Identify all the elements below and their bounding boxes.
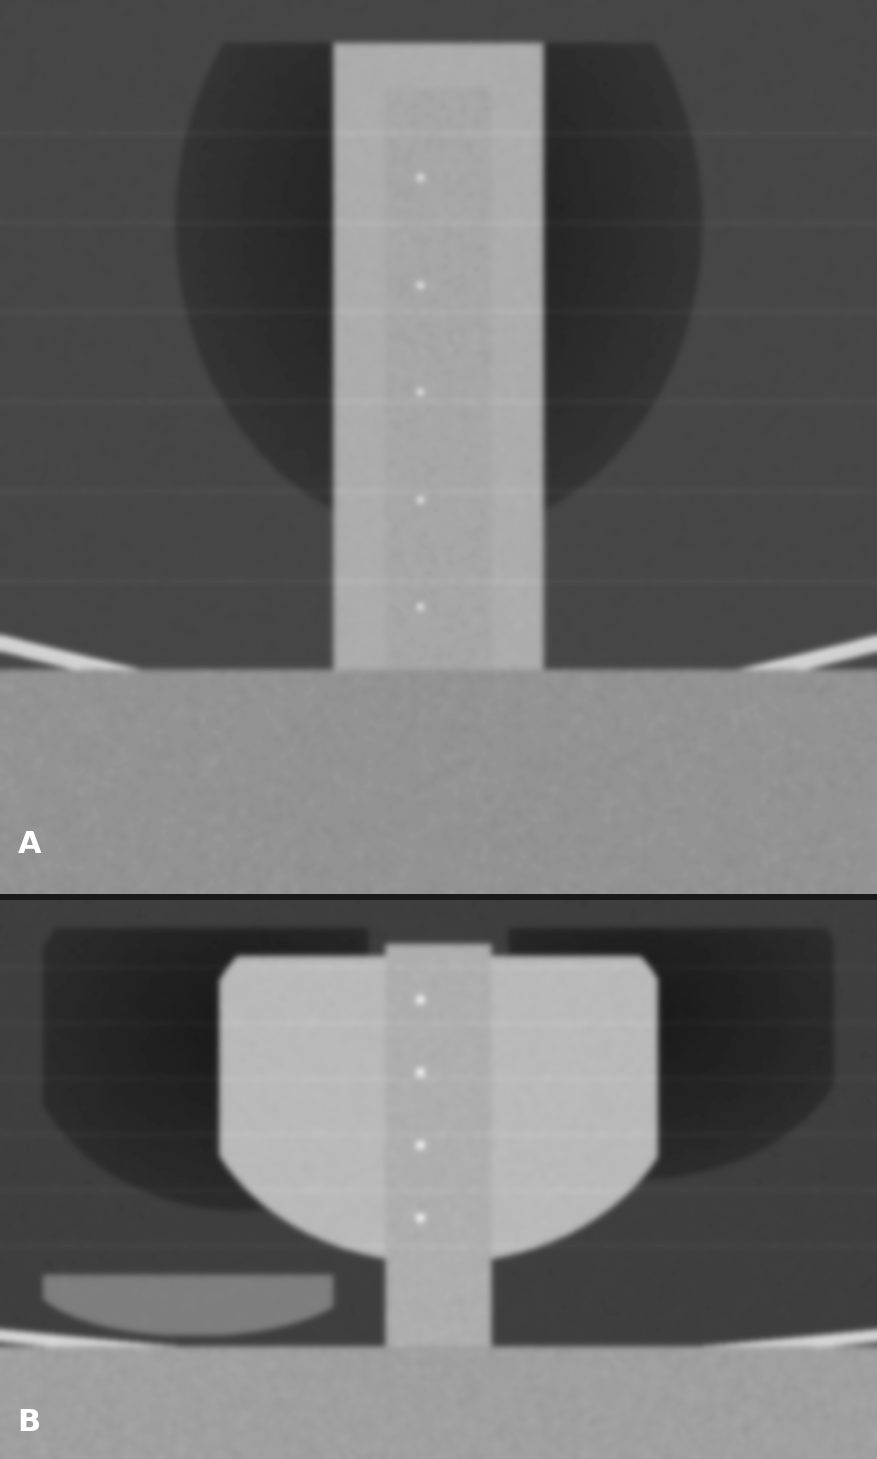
Text: A: A: [18, 830, 41, 858]
Text: B: B: [18, 1408, 40, 1437]
